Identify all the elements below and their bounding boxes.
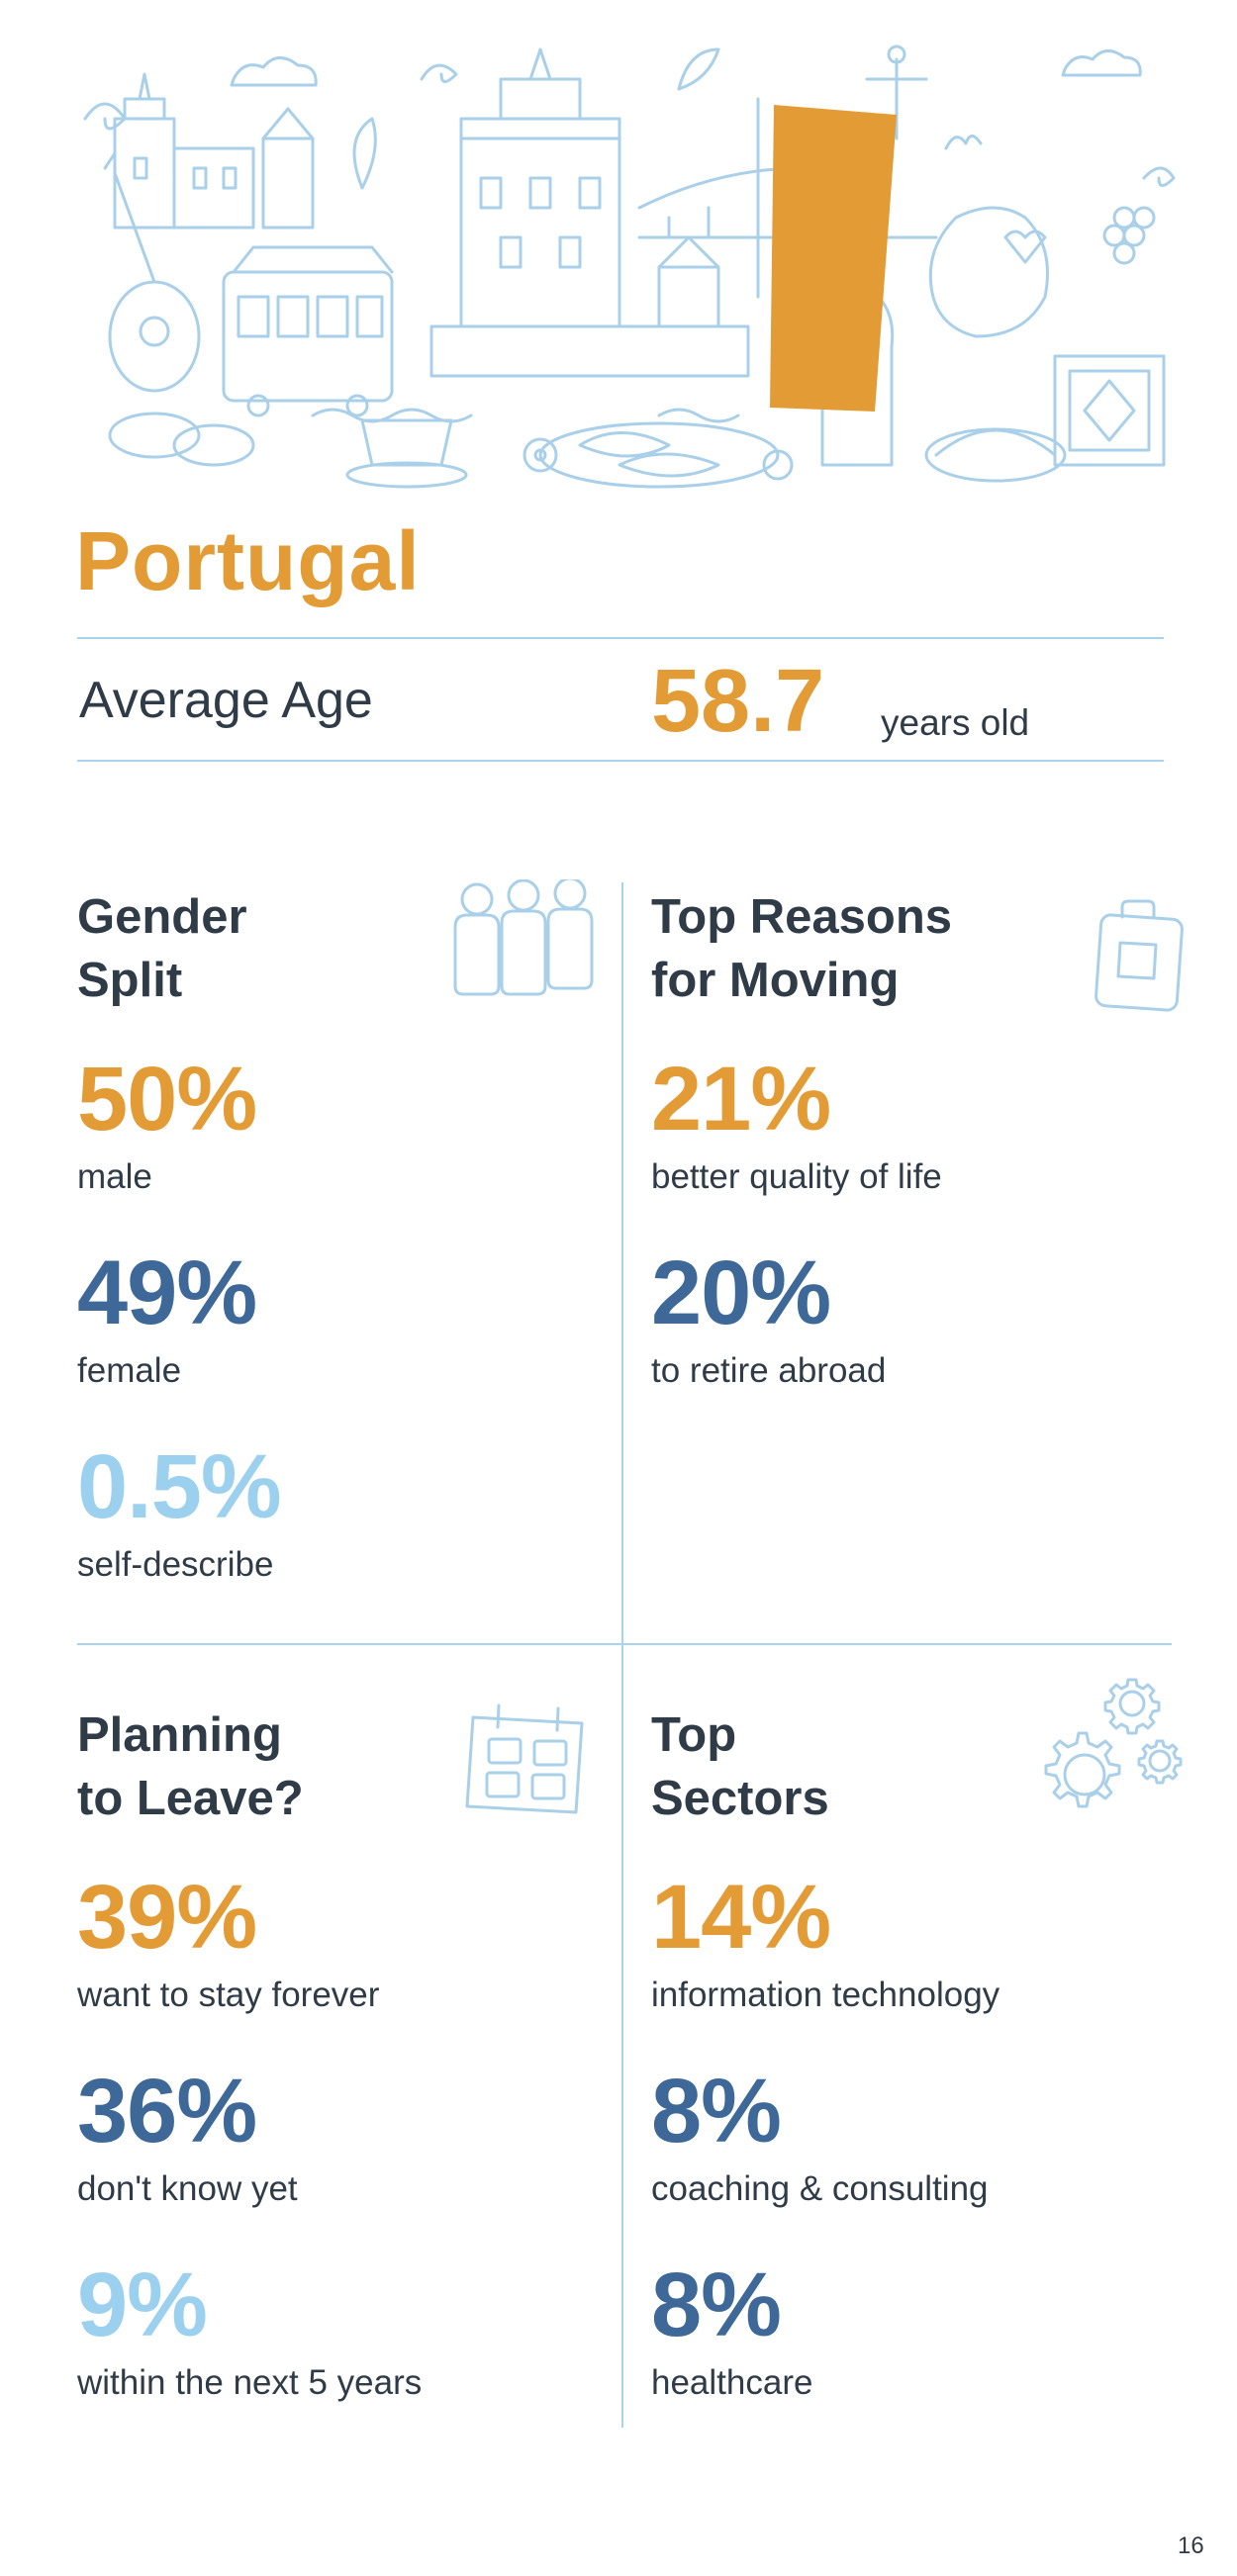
stat-label: to retire abroad — [651, 1351, 887, 1390]
average-age-unit: years old — [881, 702, 1030, 743]
stat-value: 49% — [77, 1242, 257, 1343]
stat-value: 39% — [77, 1867, 257, 1968]
stat-label: healthcare — [651, 2363, 813, 2402]
suitcase-icon — [1093, 899, 1188, 1017]
stat-item: 49% female — [77, 1247, 592, 1441]
average-age-value: 58.7 — [651, 652, 825, 751]
stat-label: female — [77, 1351, 182, 1390]
column-divider — [621, 882, 623, 1644]
portugal-illustration — [65, 40, 1178, 497]
stat-value: 21% — [651, 1049, 831, 1150]
section-title: Top Sectors — [651, 1708, 829, 1825]
stat-label: within the next 5 years — [77, 2363, 423, 2402]
stat-item: 50% male — [77, 1054, 592, 1247]
divider-line — [77, 760, 1164, 762]
section-title: Top Reasons for Moving — [651, 890, 953, 1007]
row-divider — [77, 1643, 1172, 1645]
people-icon — [449, 876, 598, 1005]
stat-value: 8% — [651, 2254, 782, 2355]
stat-item: 20% to retire abroad — [651, 1247, 1166, 1441]
page-title: Portugal — [75, 514, 421, 607]
stat-label: information technology — [651, 1976, 1000, 2014]
stat-label: male — [77, 1157, 152, 1196]
stat-item: 39% want to stay forever — [77, 1872, 592, 2066]
stat-item: 14% information technology — [651, 1872, 1166, 2066]
stat-value: 14% — [651, 1867, 831, 1968]
column-divider — [621, 1644, 623, 2428]
stat-item: 8% healthcare — [651, 2259, 1166, 2453]
section-title: Gender Split — [77, 890, 247, 1007]
stat-label: better quality of life — [651, 1157, 942, 1196]
stat-label: self-describe — [77, 1545, 274, 1584]
page-number: 16 — [1178, 2532, 1204, 2559]
top-sectors-section: Top Sectors 14% information technology 8… — [651, 1678, 1183, 2453]
stat-label: want to stay forever — [77, 1976, 380, 2014]
stat-item: 36% don't know yet — [77, 2066, 592, 2259]
stat-value: 9% — [77, 2254, 208, 2355]
stat-value: 8% — [651, 2061, 782, 2162]
planning-to-leave-section: Planning to Leave? 39% want to stay fore… — [77, 1703, 592, 2453]
section-title: Planning to Leave? — [77, 1708, 304, 1825]
stat-value: 20% — [651, 1242, 831, 1343]
gears-icon — [1033, 1670, 1188, 1833]
stat-value: 36% — [77, 2061, 257, 2162]
top-reasons-section: Top Reasons for Moving 21% better qualit… — [651, 885, 1184, 1441]
average-age-label: Average Age — [79, 672, 373, 729]
calendar-icon — [463, 1700, 594, 1823]
stat-item: 9% within the next 5 years — [77, 2259, 592, 2453]
stat-label: don't know yet — [77, 2169, 298, 2208]
stat-item: 0.5% self-describe — [77, 1441, 592, 1635]
stat-value: 50% — [77, 1049, 257, 1150]
divider-line — [77, 637, 1164, 639]
gender-split-section: Gender Split 50% male 49% female 0.5% se… — [77, 876, 594, 1635]
stat-item: 21% better quality of life — [651, 1054, 1166, 1247]
stat-label: coaching & consulting — [651, 2169, 989, 2208]
stat-item: 8% coaching & consulting — [651, 2066, 1166, 2259]
stat-value: 0.5% — [77, 1436, 282, 1537]
